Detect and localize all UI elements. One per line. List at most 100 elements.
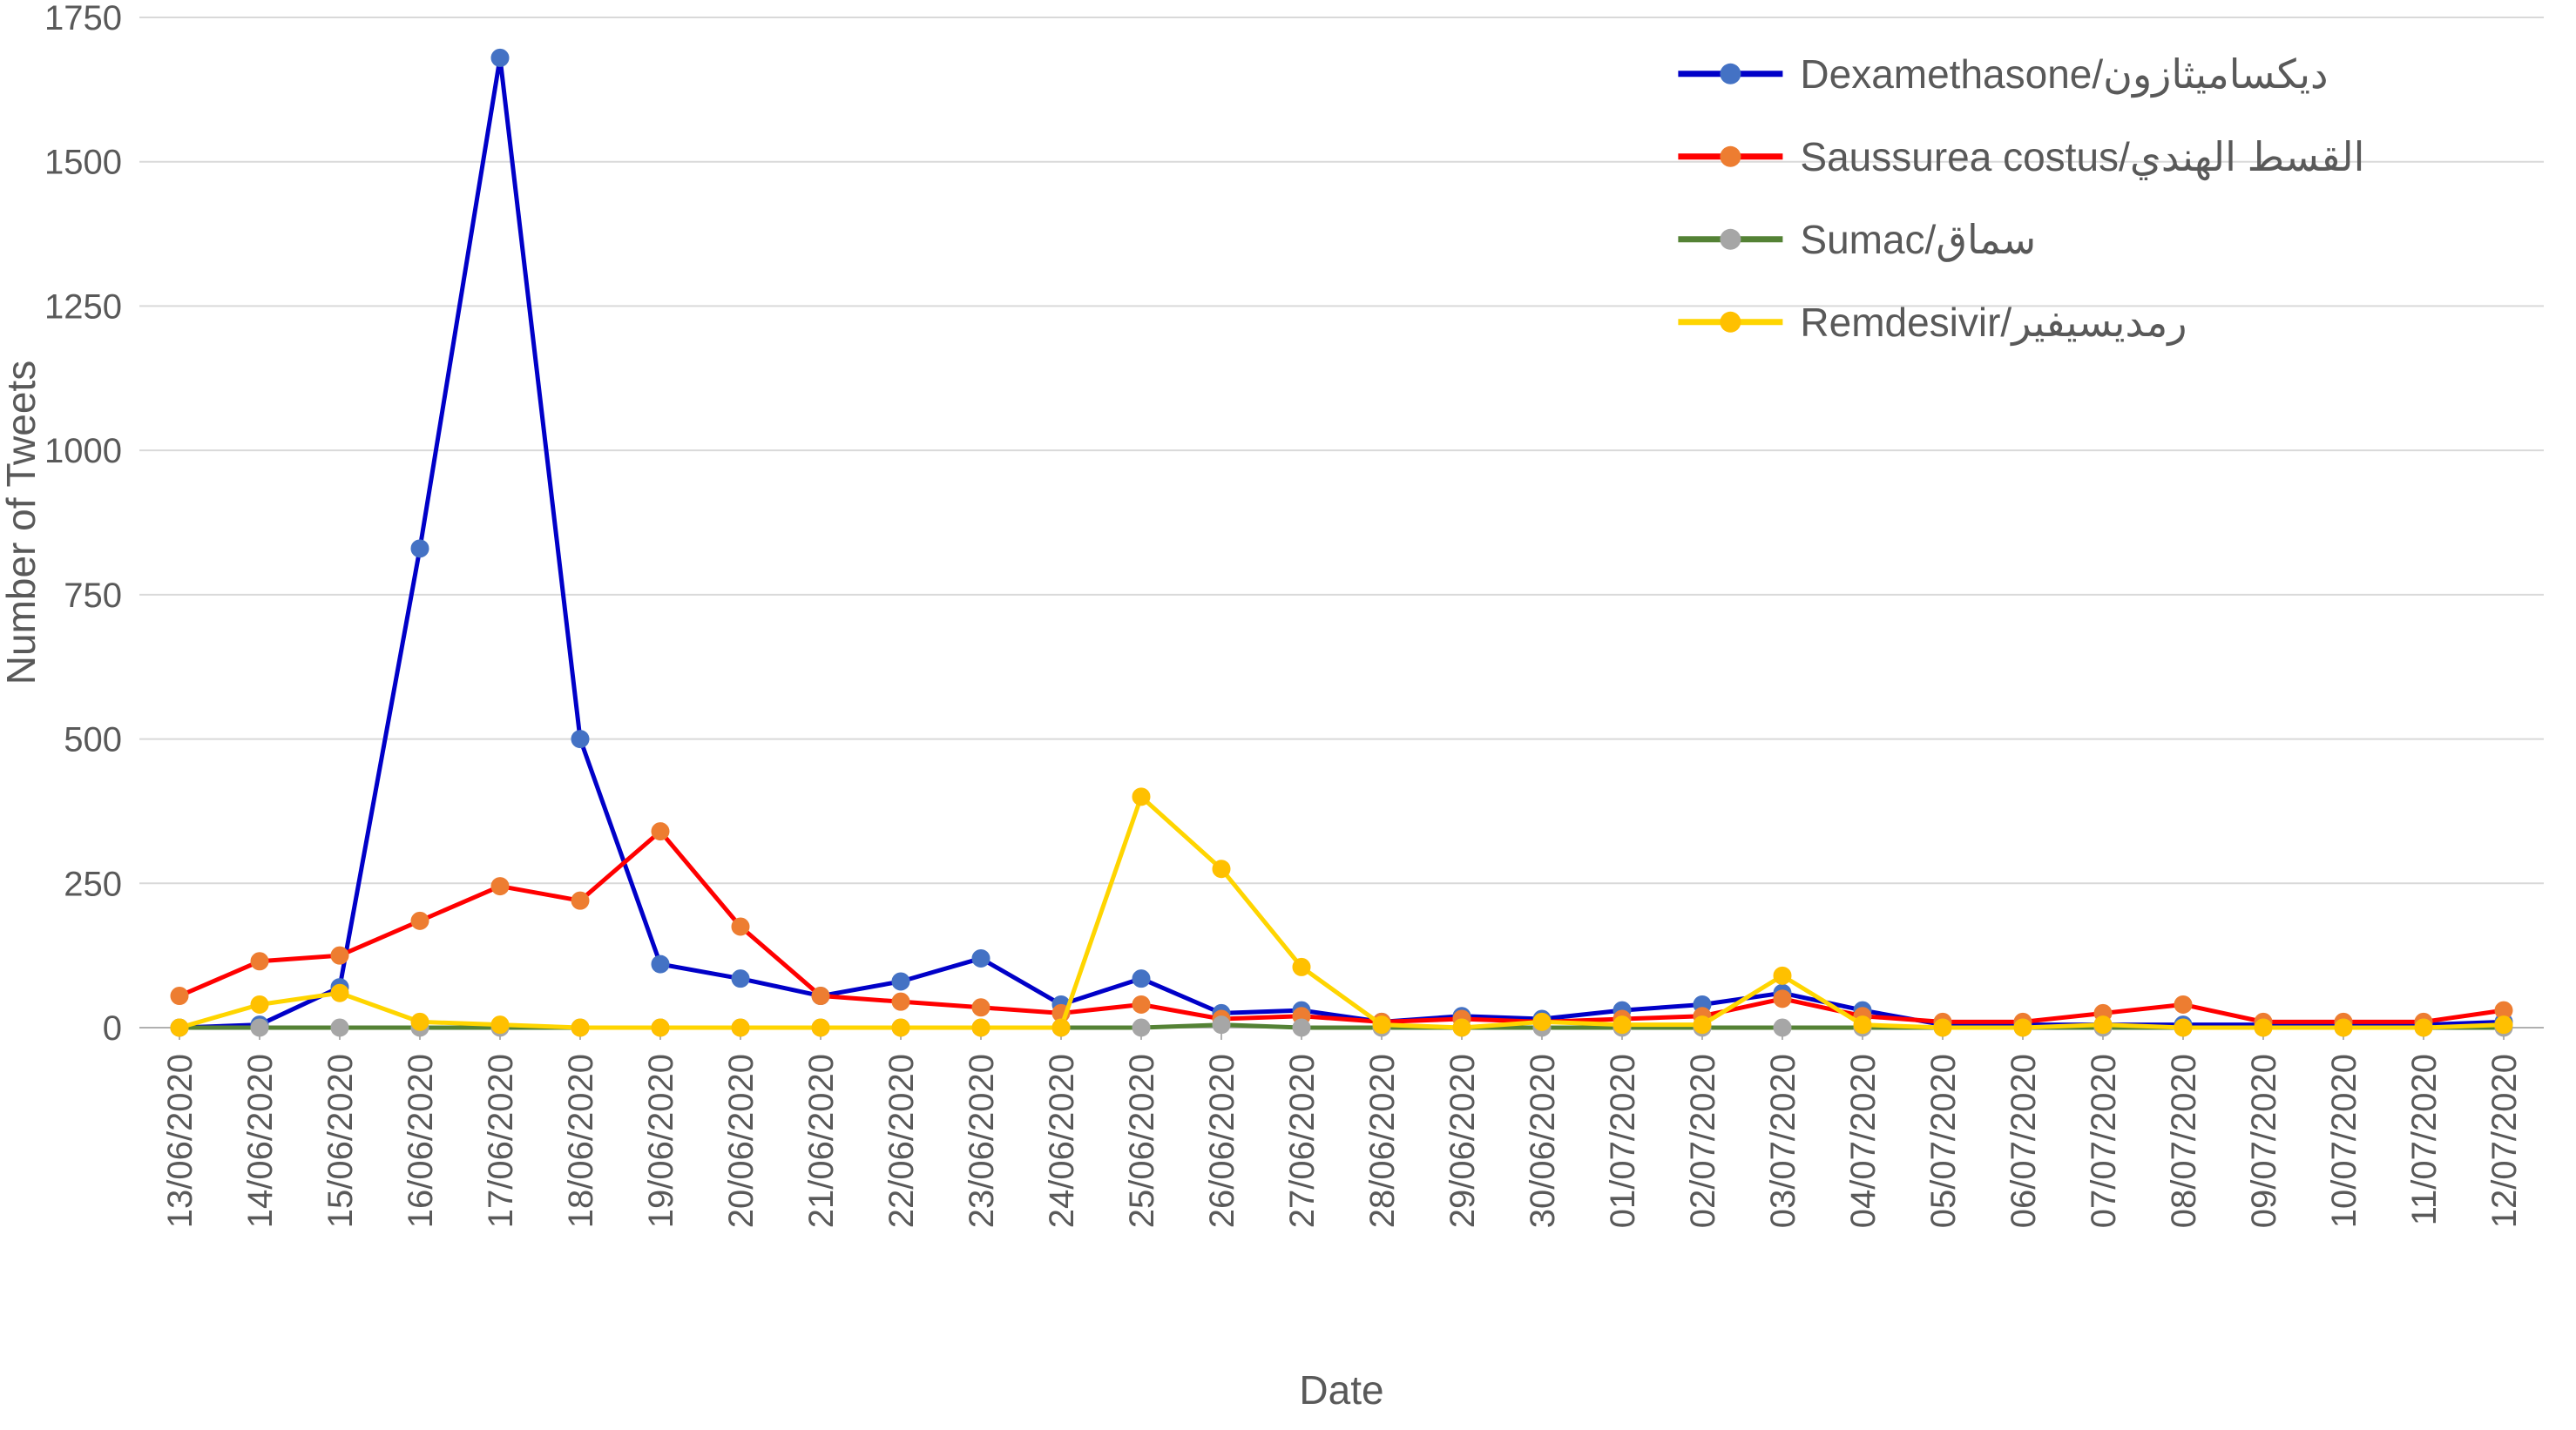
series-marker xyxy=(571,892,589,909)
x-tick-label: 02/07/2020 xyxy=(1684,1054,1722,1228)
legend-marker xyxy=(1720,312,1741,333)
series-marker xyxy=(972,949,990,967)
series-marker xyxy=(251,995,268,1013)
x-tick-label: 10/07/2020 xyxy=(2325,1054,2363,1228)
series-marker xyxy=(892,993,909,1010)
series-marker xyxy=(2094,1016,2112,1034)
series-marker xyxy=(732,1019,749,1036)
series-marker xyxy=(732,970,749,988)
series-marker xyxy=(2415,1019,2432,1036)
x-tick-label: 09/07/2020 xyxy=(2245,1054,2283,1228)
series-marker xyxy=(571,1019,589,1036)
series-marker xyxy=(972,1019,990,1036)
series-marker xyxy=(1132,788,1150,806)
y-tick-label: 250 xyxy=(64,865,122,903)
series-marker xyxy=(251,1019,268,1036)
series-marker xyxy=(2255,1019,2272,1036)
series-marker xyxy=(171,1019,188,1036)
series-line xyxy=(179,797,2504,1028)
x-tick-label: 05/07/2020 xyxy=(1924,1054,1963,1228)
y-tick-label: 1000 xyxy=(44,432,122,470)
x-tick-label: 22/06/2020 xyxy=(882,1054,921,1228)
x-axis-title: Date xyxy=(1299,1367,1383,1413)
x-tick-label: 20/06/2020 xyxy=(722,1054,761,1228)
x-tick-label: 04/07/2020 xyxy=(1844,1054,1883,1228)
x-tick-label: 28/06/2020 xyxy=(1363,1054,1402,1228)
series-marker xyxy=(1132,970,1150,988)
series-marker xyxy=(491,49,509,66)
series-marker xyxy=(171,988,188,1005)
series-marker xyxy=(2174,1019,2192,1036)
series-marker xyxy=(1293,1019,1310,1036)
x-tick-label: 15/06/2020 xyxy=(321,1054,360,1228)
x-tick-label: 07/07/2020 xyxy=(2085,1054,2123,1228)
y-tick-label: 500 xyxy=(64,721,122,759)
series-marker xyxy=(652,823,669,840)
y-tick-label: 1250 xyxy=(44,287,122,326)
series-marker xyxy=(1213,860,1230,878)
y-tick-label: 0 xyxy=(103,1009,122,1048)
series-marker xyxy=(491,878,509,895)
series-marker xyxy=(331,947,348,964)
x-tick-label: 16/06/2020 xyxy=(402,1054,440,1228)
series-marker xyxy=(571,731,589,748)
legend-label: Dexamethasone/ديكساميثازون xyxy=(1800,51,2328,98)
x-tick-label: 12/07/2020 xyxy=(2485,1054,2524,1228)
series-marker xyxy=(251,953,268,970)
x-tick-label: 17/06/2020 xyxy=(482,1054,520,1228)
legend-label: Saussurea costus/القسط الهندي xyxy=(1800,134,2364,181)
series-marker xyxy=(411,1013,429,1030)
series-marker xyxy=(411,540,429,557)
legend-label: Remdesivir/رمديسيفير xyxy=(1800,300,2187,347)
x-tick-label: 19/06/2020 xyxy=(642,1054,680,1228)
series-marker xyxy=(1774,1019,1791,1036)
legend-marker xyxy=(1720,229,1741,250)
x-tick-label: 23/06/2020 xyxy=(963,1054,1001,1228)
series-marker xyxy=(1373,1016,1390,1034)
series-marker xyxy=(892,1019,909,1036)
x-tick-label: 13/06/2020 xyxy=(161,1054,199,1228)
series-marker xyxy=(1613,1016,1631,1034)
series-marker xyxy=(1694,1016,1711,1034)
y-tick-label: 1500 xyxy=(44,144,122,182)
series-marker xyxy=(1213,1016,1230,1034)
series-marker xyxy=(1453,1019,1471,1036)
series-marker xyxy=(972,999,990,1016)
series-marker xyxy=(1293,958,1310,975)
x-tick-label: 26/06/2020 xyxy=(1203,1054,1241,1228)
legend-marker xyxy=(1720,64,1741,84)
series-marker xyxy=(411,912,429,929)
x-tick-label: 01/07/2020 xyxy=(1604,1054,1642,1228)
x-tick-label: 24/06/2020 xyxy=(1043,1054,1081,1228)
legend-marker xyxy=(1720,146,1741,167)
chart-svg: 0 250 500 750 1000 1250 1500 1750 13/06/2020 14/0… xyxy=(0,0,2576,1430)
series-marker xyxy=(1052,1019,1070,1036)
series-marker xyxy=(2174,995,2192,1013)
y-tick-label: 1750 xyxy=(44,0,122,37)
x-tick-label: 27/06/2020 xyxy=(1283,1054,1322,1228)
series-marker xyxy=(1774,990,1791,1008)
series-marker xyxy=(2335,1019,2352,1036)
series-marker xyxy=(2014,1019,2032,1036)
series-marker xyxy=(331,984,348,1002)
tweets-line-chart: 0 250 500 750 1000 1250 1500 1750 13/06/2020 14/0… xyxy=(0,0,2576,1430)
series-marker xyxy=(1854,1016,1871,1034)
series-marker xyxy=(1132,995,1150,1013)
series-line xyxy=(179,57,2504,1028)
series-marker xyxy=(892,973,909,990)
x-tick-label: 29/06/2020 xyxy=(1444,1054,1482,1228)
x-tick-label: 18/06/2020 xyxy=(562,1054,600,1228)
series-marker xyxy=(812,988,829,1005)
x-tick-label: 21/06/2020 xyxy=(802,1054,841,1228)
x-tick-label: 14/06/2020 xyxy=(241,1054,280,1228)
series-marker xyxy=(652,1019,669,1036)
series-marker xyxy=(1132,1019,1150,1036)
x-tick-label: 25/06/2020 xyxy=(1123,1054,1161,1228)
series-marker xyxy=(2495,1016,2512,1034)
series-marker xyxy=(1934,1019,1951,1036)
series-marker xyxy=(331,1019,348,1036)
legend-label: Sumac/سماق xyxy=(1800,217,2036,262)
y-tick-label: 750 xyxy=(64,577,122,615)
x-tick-label: 30/06/2020 xyxy=(1524,1054,1562,1228)
x-tick-label: 11/07/2020 xyxy=(2405,1054,2444,1225)
